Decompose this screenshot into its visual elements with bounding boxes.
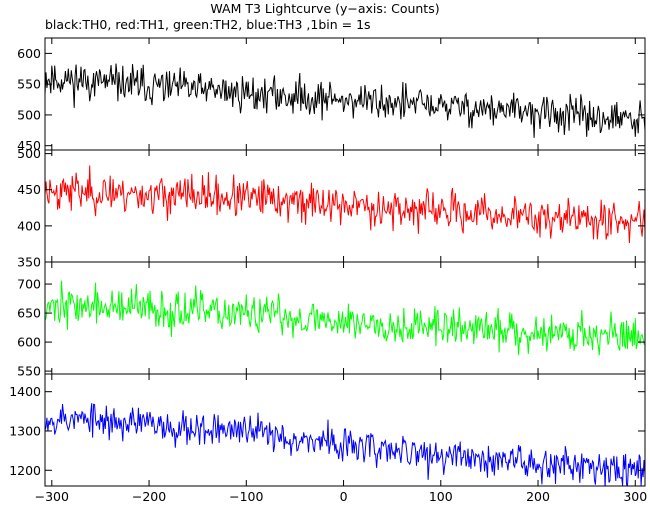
chart-title: WAM T3 Lightcurve (y−axis: Counts) <box>210 1 440 16</box>
y-tick-label: 350 <box>17 255 41 270</box>
y-tick-label: 650 <box>17 306 41 321</box>
series-line-th1 <box>45 165 645 244</box>
x-tick-label: 300 <box>623 489 647 504</box>
chart-subtitle: black:TH0, red:TH1, green:TH2, blue:TH3 … <box>45 17 371 32</box>
y-tick-label: 1200 <box>9 463 41 478</box>
x-tick-label: −200 <box>132 489 166 504</box>
series-line-th3 <box>45 403 645 486</box>
y-tick-label: 1300 <box>9 423 41 438</box>
y-tick-label: 550 <box>17 364 41 379</box>
x-tick-label: 200 <box>526 489 550 504</box>
series-line-th2 <box>45 280 645 356</box>
x-tick-label: 0 <box>340 489 348 504</box>
y-tick-label: 500 <box>17 107 41 122</box>
y-tick-label: 400 <box>17 218 41 233</box>
panel-frame-th3 <box>44 373 646 487</box>
y-tick-label: 700 <box>17 277 41 292</box>
y-tick-label: 500 <box>17 146 41 161</box>
x-tick-label: 100 <box>429 489 453 504</box>
y-tick-label: 450 <box>17 138 41 153</box>
panel-frame-th0 <box>44 37 646 151</box>
series-line-th0 <box>45 63 645 138</box>
y-tick-label: 600 <box>17 335 41 350</box>
y-tick-label: 450 <box>17 182 41 197</box>
x-tick-label: −100 <box>229 489 263 504</box>
y-tick-label: 600 <box>17 46 41 61</box>
y-tick-label: 1400 <box>9 384 41 399</box>
y-tick-label: 550 <box>17 77 41 92</box>
x-tick-label: −300 <box>35 489 69 504</box>
